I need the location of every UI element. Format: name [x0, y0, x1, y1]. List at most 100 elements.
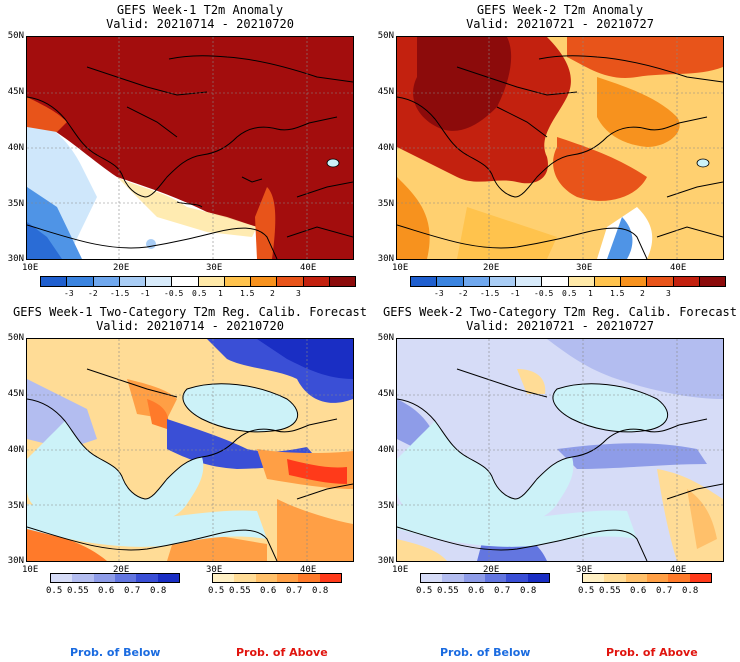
- p2-cbar-tick: 2: [640, 289, 645, 298]
- p1-cbar-tick: 3: [296, 289, 301, 298]
- p1-cbar-tick: 2: [270, 289, 275, 298]
- p1-lat-35: 35N: [7, 199, 24, 209]
- colorbar-swatch: [198, 277, 225, 286]
- p4-lat-45: 45N: [377, 389, 394, 399]
- p4-above-colorbar: [582, 573, 712, 583]
- p2-lon-20: 20E: [483, 263, 500, 273]
- colorbar-swatch: [136, 574, 158, 582]
- p2-lat-30: 30N: [377, 254, 394, 264]
- colorbar-swatch: [72, 574, 94, 582]
- p4-lon-10: 10E: [392, 565, 409, 575]
- colorbar-swatch: [67, 277, 94, 286]
- colorbar-swatch: [604, 574, 626, 582]
- p3-above-tick: 0.55: [229, 586, 251, 596]
- p1-anomaly-colorbar: [40, 276, 356, 287]
- p2-cbar-tick: 3: [666, 289, 671, 298]
- p2-anomaly-colorbar: [410, 276, 726, 287]
- p4-lat-30: 30N: [377, 556, 394, 566]
- p2-lat-40: 40N: [377, 143, 394, 153]
- p1-lon-20: 20E: [113, 263, 130, 273]
- colorbar-swatch: [621, 277, 648, 286]
- p4-lon-20: 20E: [483, 565, 500, 575]
- colorbar-swatch: [625, 574, 647, 582]
- p1-cbar-tick: -1: [140, 289, 150, 298]
- p2-cbar-tick: -2: [458, 289, 468, 298]
- p4-above-tick: 0.6: [630, 586, 647, 596]
- p4-prob-below-label: Prob. of Below: [440, 646, 531, 659]
- colorbar-swatch: [489, 277, 516, 286]
- colorbar-swatch: [668, 574, 690, 582]
- p3-above-tick: 0.7: [286, 586, 303, 596]
- p2-cbar-tick: 1: [588, 289, 593, 298]
- p4-above-tick: 0.7: [656, 586, 673, 596]
- colorbar-swatch: [298, 574, 320, 582]
- p2-cbar-tick: -0.5: [534, 289, 554, 298]
- p3-above-tick: 0.6: [260, 586, 277, 596]
- panel2-title: GEFS Week-2 T2m Anomaly: [476, 3, 644, 17]
- panel2-valid: Valid: 20210721 - 20210727: [466, 17, 654, 31]
- colorbar-swatch: [319, 574, 341, 582]
- panel3-valid: Valid: 20210714 - 20210720: [96, 319, 284, 333]
- colorbar-swatch: [41, 277, 68, 286]
- panel2-map: [396, 36, 724, 260]
- p2-cbar-tick: 0.5: [562, 289, 577, 298]
- colorbar-swatch: [157, 574, 179, 582]
- p1-cbar-tick: 0.5: [192, 289, 207, 298]
- panel3-title: GEFS Week-1 Two-Category T2m Reg. Calib.…: [12, 305, 367, 319]
- p4-lon-30: 30E: [576, 565, 593, 575]
- panel4-title: GEFS Week-2 Two-Category T2m Reg. Calib.…: [382, 305, 737, 319]
- colorbar-swatch: [146, 277, 173, 286]
- p3-above-tick: 0.5: [208, 586, 225, 596]
- p2-lat-45: 45N: [377, 87, 394, 97]
- colorbar-swatch: [213, 574, 235, 582]
- p4-below-tick: 0.6: [468, 586, 485, 596]
- p2-cbar-tick: -3: [434, 289, 444, 298]
- p3-lon-20: 20E: [113, 565, 130, 575]
- p4-above-tick: 0.55: [599, 586, 621, 596]
- p1-lon-10: 10E: [22, 263, 39, 273]
- p2-cbar-tick: -1.5: [480, 289, 500, 298]
- panel4-valid: Valid: 20210721 - 20210727: [466, 319, 654, 333]
- p3-lon-10: 10E: [22, 565, 39, 575]
- p3-lat-30: 30N: [7, 556, 24, 566]
- p2-cbar-tick: 1.5: [610, 289, 625, 298]
- p3-lat-45: 45N: [7, 389, 24, 399]
- colorbar-swatch: [114, 574, 137, 582]
- p4-prob-above-label: Prob. of Above: [606, 646, 698, 659]
- p1-lat-30: 30N: [7, 254, 24, 264]
- panel4-map: [396, 338, 724, 562]
- p1-cbar-tick: -0.5: [164, 289, 184, 298]
- p1-cbar-tick: -3: [64, 289, 74, 298]
- p4-below-tick: 0.55: [437, 586, 459, 596]
- p3-lat-40: 40N: [7, 445, 24, 455]
- p1-lon-30: 30E: [206, 263, 223, 273]
- p2-lon-40: 40E: [670, 263, 687, 273]
- p1-cbar-tick: 1: [218, 289, 223, 298]
- colorbar-swatch: [421, 574, 443, 582]
- p4-lat-35: 35N: [377, 501, 394, 511]
- p1-lat-45: 45N: [7, 87, 24, 97]
- p3-lat-35: 35N: [7, 501, 24, 511]
- panel1-title: GEFS Week-1 T2m Anomaly: [116, 3, 284, 17]
- colorbar-swatch: [583, 574, 605, 582]
- colorbar-swatch: [411, 277, 438, 286]
- p3-lon-30: 30E: [206, 565, 223, 575]
- p3-above-tick: 0.8: [312, 586, 329, 596]
- colorbar-swatch: [463, 277, 490, 286]
- p2-lon-10: 10E: [392, 263, 409, 273]
- p3-below-colorbar: [50, 573, 180, 583]
- colorbar-swatch: [234, 574, 256, 582]
- p2-cbar-tick: -1: [510, 289, 520, 298]
- colorbar-swatch: [119, 277, 146, 286]
- p1-cbar-tick: 1.5: [240, 289, 255, 298]
- p4-lat-50: 50N: [377, 333, 394, 343]
- colorbar-swatch: [463, 574, 485, 582]
- p1-cbar-tick: -1.5: [110, 289, 130, 298]
- colorbar-swatch: [437, 277, 464, 286]
- p1-lon-40: 40E: [300, 263, 317, 273]
- p4-above-tick: 0.5: [578, 586, 595, 596]
- colorbar-swatch: [303, 277, 330, 286]
- colorbar-swatch: [673, 277, 700, 286]
- p1-cbar-tick: -2: [88, 289, 98, 298]
- p4-below-tick: 0.8: [520, 586, 537, 596]
